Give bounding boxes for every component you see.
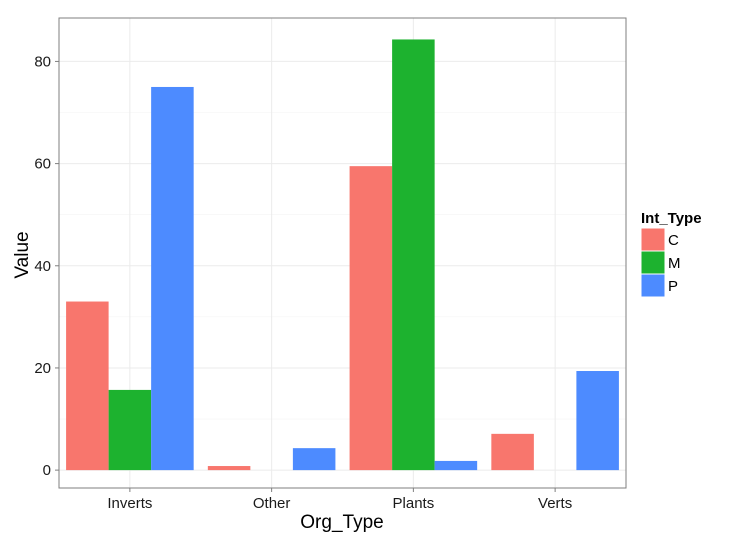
y-axis: 0 20 40 60 80 (34, 53, 59, 479)
x-tick-label: Verts (538, 495, 572, 512)
y-tick-label: 60 (34, 156, 51, 173)
y-axis-title: Value (12, 231, 33, 278)
bars (66, 39, 619, 471)
bar (108, 389, 152, 471)
legend-label: P (668, 278, 678, 295)
bar (151, 86, 194, 471)
y-tick-label: 80 (34, 53, 51, 70)
legend-key (640, 250, 666, 275)
legend-key (640, 227, 666, 252)
y-tick-label: 40 (34, 258, 51, 275)
bar (207, 466, 251, 471)
x-axis-title: Org_Type (300, 512, 383, 533)
panel-border (58, 17, 627, 489)
x-tick-label: Plants (393, 495, 435, 512)
bar (576, 371, 619, 471)
bar (491, 433, 534, 471)
bar (292, 448, 336, 471)
legend-title: Int_Type (641, 210, 702, 227)
bar (349, 166, 393, 471)
bar (66, 301, 109, 471)
legend: Int_Type CMP (640, 210, 702, 298)
y-tick-label: 20 (34, 360, 51, 377)
x-tick-label: Inverts (107, 495, 152, 512)
legend-label: C (668, 232, 679, 249)
y-tick-label: 0 (43, 462, 51, 479)
bar (392, 39, 435, 471)
legend-key (640, 273, 666, 298)
x-axis: Inverts Other Plants Verts (107, 488, 572, 512)
bar (434, 460, 478, 471)
x-tick-label: Other (253, 495, 291, 512)
legend-label: M (668, 255, 681, 272)
